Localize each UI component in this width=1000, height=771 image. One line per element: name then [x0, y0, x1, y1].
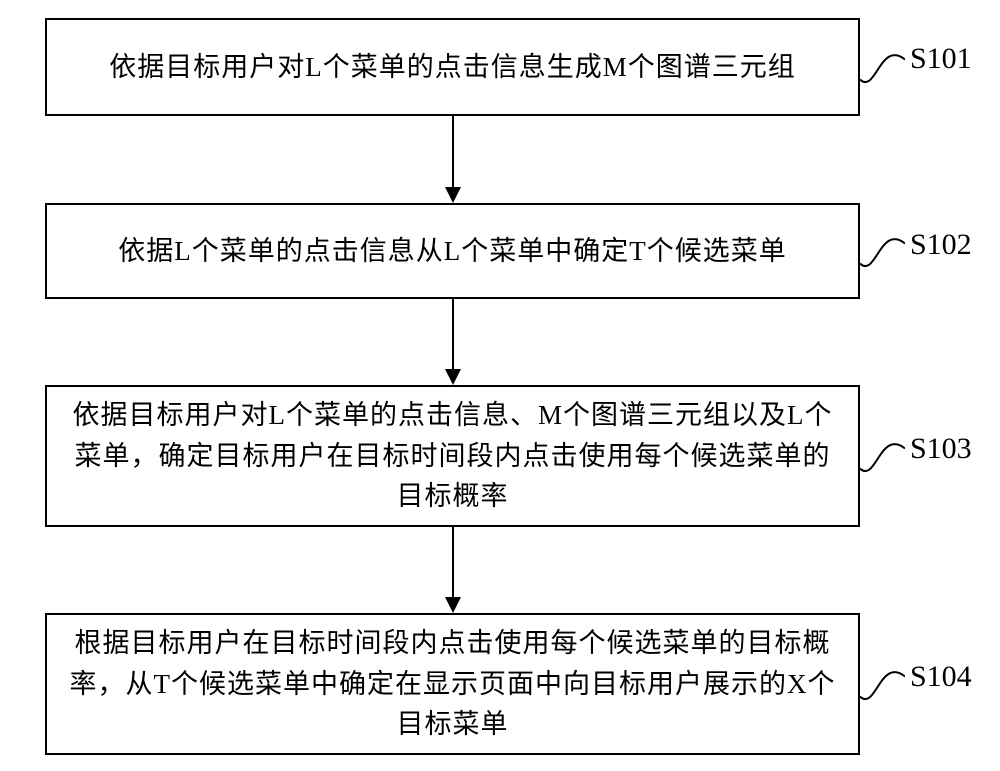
- flow-box-s102: 依据L个菜单的点击信息从L个菜单中确定T个候选菜单: [45, 203, 860, 299]
- step-label-s103: S103: [910, 432, 972, 466]
- flow-box-s103: 依据目标用户对L个菜单的点击信息、M个图谱三元组以及L个菜单，确定目标用户在目标…: [45, 385, 860, 527]
- flow-box-text-s104: 根据目标用户在目标时间段内点击使用每个候选菜单的目标概率，从T个候选菜单中确定在…: [67, 623, 838, 745]
- flow-box-s104: 根据目标用户在目标时间段内点击使用每个候选菜单的目标概率，从T个候选菜单中确定在…: [45, 613, 860, 755]
- arrow-head-2: [445, 369, 461, 385]
- flow-box-text-s102: 依据L个菜单的点击信息从L个菜单中确定T个候选菜单: [118, 231, 786, 272]
- arrow-line-3: [452, 527, 454, 597]
- flowchart-canvas: 依据目标用户对L个菜单的点击信息生成M个图谱三元组 S101 依据L个菜单的点击信息…: [0, 0, 1000, 771]
- arrow-head-3: [445, 597, 461, 613]
- curve-s104: [860, 659, 905, 709]
- curve-s101: [860, 42, 905, 92]
- arrow-line-2: [452, 299, 454, 369]
- arrow-head-1: [445, 187, 461, 203]
- step-label-s101: S101: [910, 42, 972, 76]
- step-label-s102: S102: [910, 228, 972, 262]
- arrow-line-1: [452, 116, 454, 187]
- curve-s102: [860, 226, 905, 276]
- flow-box-s101: 依据目标用户对L个菜单的点击信息生成M个图谱三元组: [45, 18, 860, 116]
- curve-s103: [860, 431, 905, 481]
- flow-box-text-s101: 依据目标用户对L个菜单的点击信息生成M个图谱三元组: [109, 47, 796, 88]
- step-label-s104: S104: [910, 660, 972, 694]
- flow-box-text-s103: 依据目标用户对L个菜单的点击信息、M个图谱三元组以及L个菜单，确定目标用户在目标…: [67, 395, 838, 517]
